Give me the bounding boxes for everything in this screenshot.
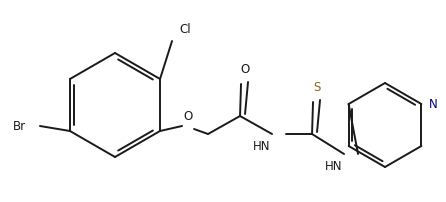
Text: O: O [183,110,193,123]
Text: HN: HN [325,160,342,173]
Text: N: N [429,98,438,110]
Text: Cl: Cl [179,23,190,36]
Text: S: S [314,81,321,94]
Text: HN: HN [252,140,270,153]
Text: Br: Br [13,120,26,133]
Text: O: O [240,63,250,76]
